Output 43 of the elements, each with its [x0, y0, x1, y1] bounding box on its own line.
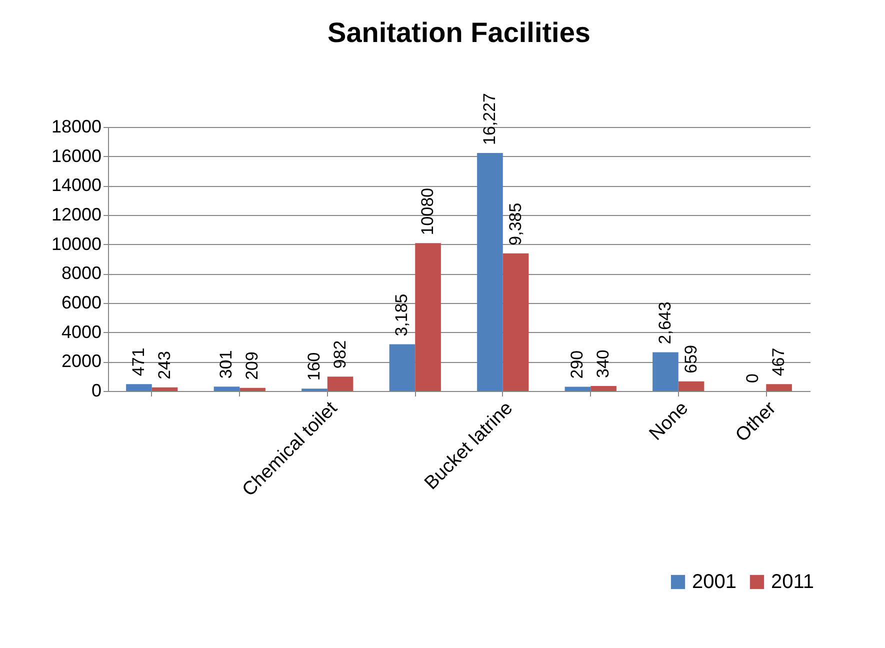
bar — [502, 253, 529, 391]
data-label: 160 — [304, 352, 324, 381]
bar — [240, 388, 266, 391]
y-tick-label: 8000 — [61, 263, 102, 284]
y-tick-label: 6000 — [61, 292, 102, 312]
y-tick-label: 2000 — [61, 351, 102, 372]
bar — [477, 153, 503, 391]
legend-label: 2011 — [771, 571, 814, 593]
bar — [152, 387, 178, 391]
bar — [389, 344, 416, 391]
y-tick-label: 18000 — [51, 116, 102, 136]
data-label: 340 — [594, 350, 613, 378]
chart-title: Sanitation Facilities — [328, 17, 590, 48]
data-label: 290 — [568, 350, 587, 379]
data-label: 3,185 — [392, 294, 412, 336]
bar — [564, 386, 591, 391]
data-label: 659 — [681, 344, 700, 374]
y-tick-label: 14000 — [51, 175, 102, 196]
data-label: 209 — [242, 352, 262, 380]
bar — [590, 386, 616, 391]
y-tick-label: 16000 — [51, 146, 102, 166]
data-label: 467 — [769, 348, 788, 376]
data-label: 16,227 — [480, 93, 499, 146]
bar — [652, 352, 678, 391]
legend-label: 2001 — [692, 571, 736, 593]
bar — [766, 384, 792, 391]
bar — [678, 381, 704, 391]
data-label: 0 — [743, 374, 762, 383]
bar — [214, 386, 240, 391]
y-tick-label: 0 — [91, 380, 102, 400]
y-tick-label: 4000 — [61, 322, 102, 342]
bar — [327, 376, 354, 391]
data-label: 982 — [330, 340, 350, 369]
data-label: 243 — [154, 351, 174, 380]
data-label: 301 — [216, 350, 236, 379]
bar — [415, 243, 441, 391]
y-tick-label: 12000 — [51, 204, 102, 224]
data-label: 10080 — [418, 188, 438, 236]
data-label: 9,385 — [506, 202, 525, 246]
data-label: 2,643 — [655, 302, 674, 344]
data-label: 471 — [128, 348, 148, 376]
bar — [126, 384, 152, 391]
y-tick-label: 10000 — [51, 234, 102, 254]
